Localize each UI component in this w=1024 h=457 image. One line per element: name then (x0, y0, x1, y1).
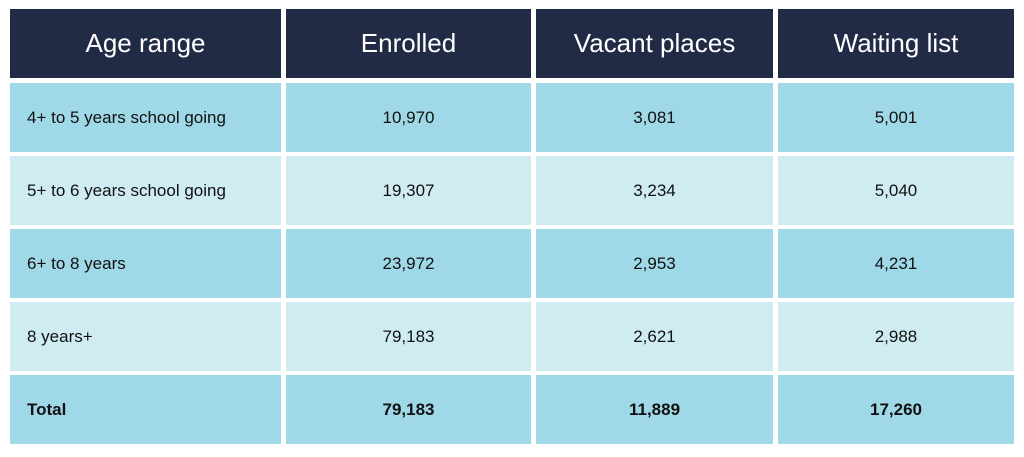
cell-row-1-waiting-list: 5,001 (778, 83, 1014, 152)
cell-row-1-vacant-places: 3,081 (536, 83, 773, 152)
header-age-range: Age range (10, 9, 281, 78)
cell-total-vacant-places: 11,889 (536, 375, 773, 444)
cell-row-3-waiting-list: 4,231 (778, 229, 1014, 298)
header-waiting-list: Waiting list (778, 9, 1014, 78)
cell-row-1-age-range: 4+ to 5 years school going (10, 83, 281, 152)
header-vacant-places: Vacant places (536, 9, 773, 78)
cell-row-4-age-range: 8 years+ (10, 302, 281, 371)
cell-row-2-vacant-places: 3,234 (536, 156, 773, 225)
cell-row-1-enrolled: 10,970 (286, 83, 531, 152)
cell-row-2-waiting-list: 5,040 (778, 156, 1014, 225)
cell-row-4-enrolled: 79,183 (286, 302, 531, 371)
cell-row-2-enrolled: 19,307 (286, 156, 531, 225)
header-enrolled: Enrolled (286, 9, 531, 78)
cell-row-4-vacant-places: 2,621 (536, 302, 773, 371)
cell-row-3-vacant-places: 2,953 (536, 229, 773, 298)
cell-row-3-enrolled: 23,972 (286, 229, 531, 298)
cell-row-4-waiting-list: 2,988 (778, 302, 1014, 371)
cell-row-3-age-range: 6+ to 8 years (10, 229, 281, 298)
cell-total-waiting-list: 17,260 (778, 375, 1014, 444)
cell-total-enrolled: 79,183 (286, 375, 531, 444)
cell-row-2-age-range: 5+ to 6 years school going (10, 156, 281, 225)
cell-total-age-range: Total (10, 375, 281, 444)
